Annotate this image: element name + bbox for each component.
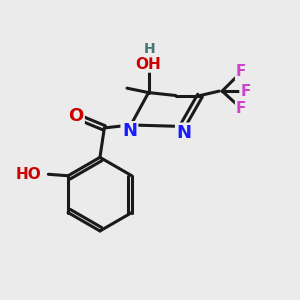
Text: N: N [176,124,191,142]
Text: OH: OH [136,56,161,71]
Text: F: F [236,101,247,116]
Text: F: F [236,64,247,80]
Text: N: N [122,122,137,140]
Text: F: F [241,84,251,99]
Text: O: O [68,107,83,125]
Text: HO: HO [16,167,42,182]
Text: H: H [144,42,156,56]
